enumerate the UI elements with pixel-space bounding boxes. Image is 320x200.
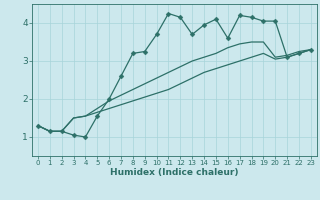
- X-axis label: Humidex (Indice chaleur): Humidex (Indice chaleur): [110, 168, 239, 177]
